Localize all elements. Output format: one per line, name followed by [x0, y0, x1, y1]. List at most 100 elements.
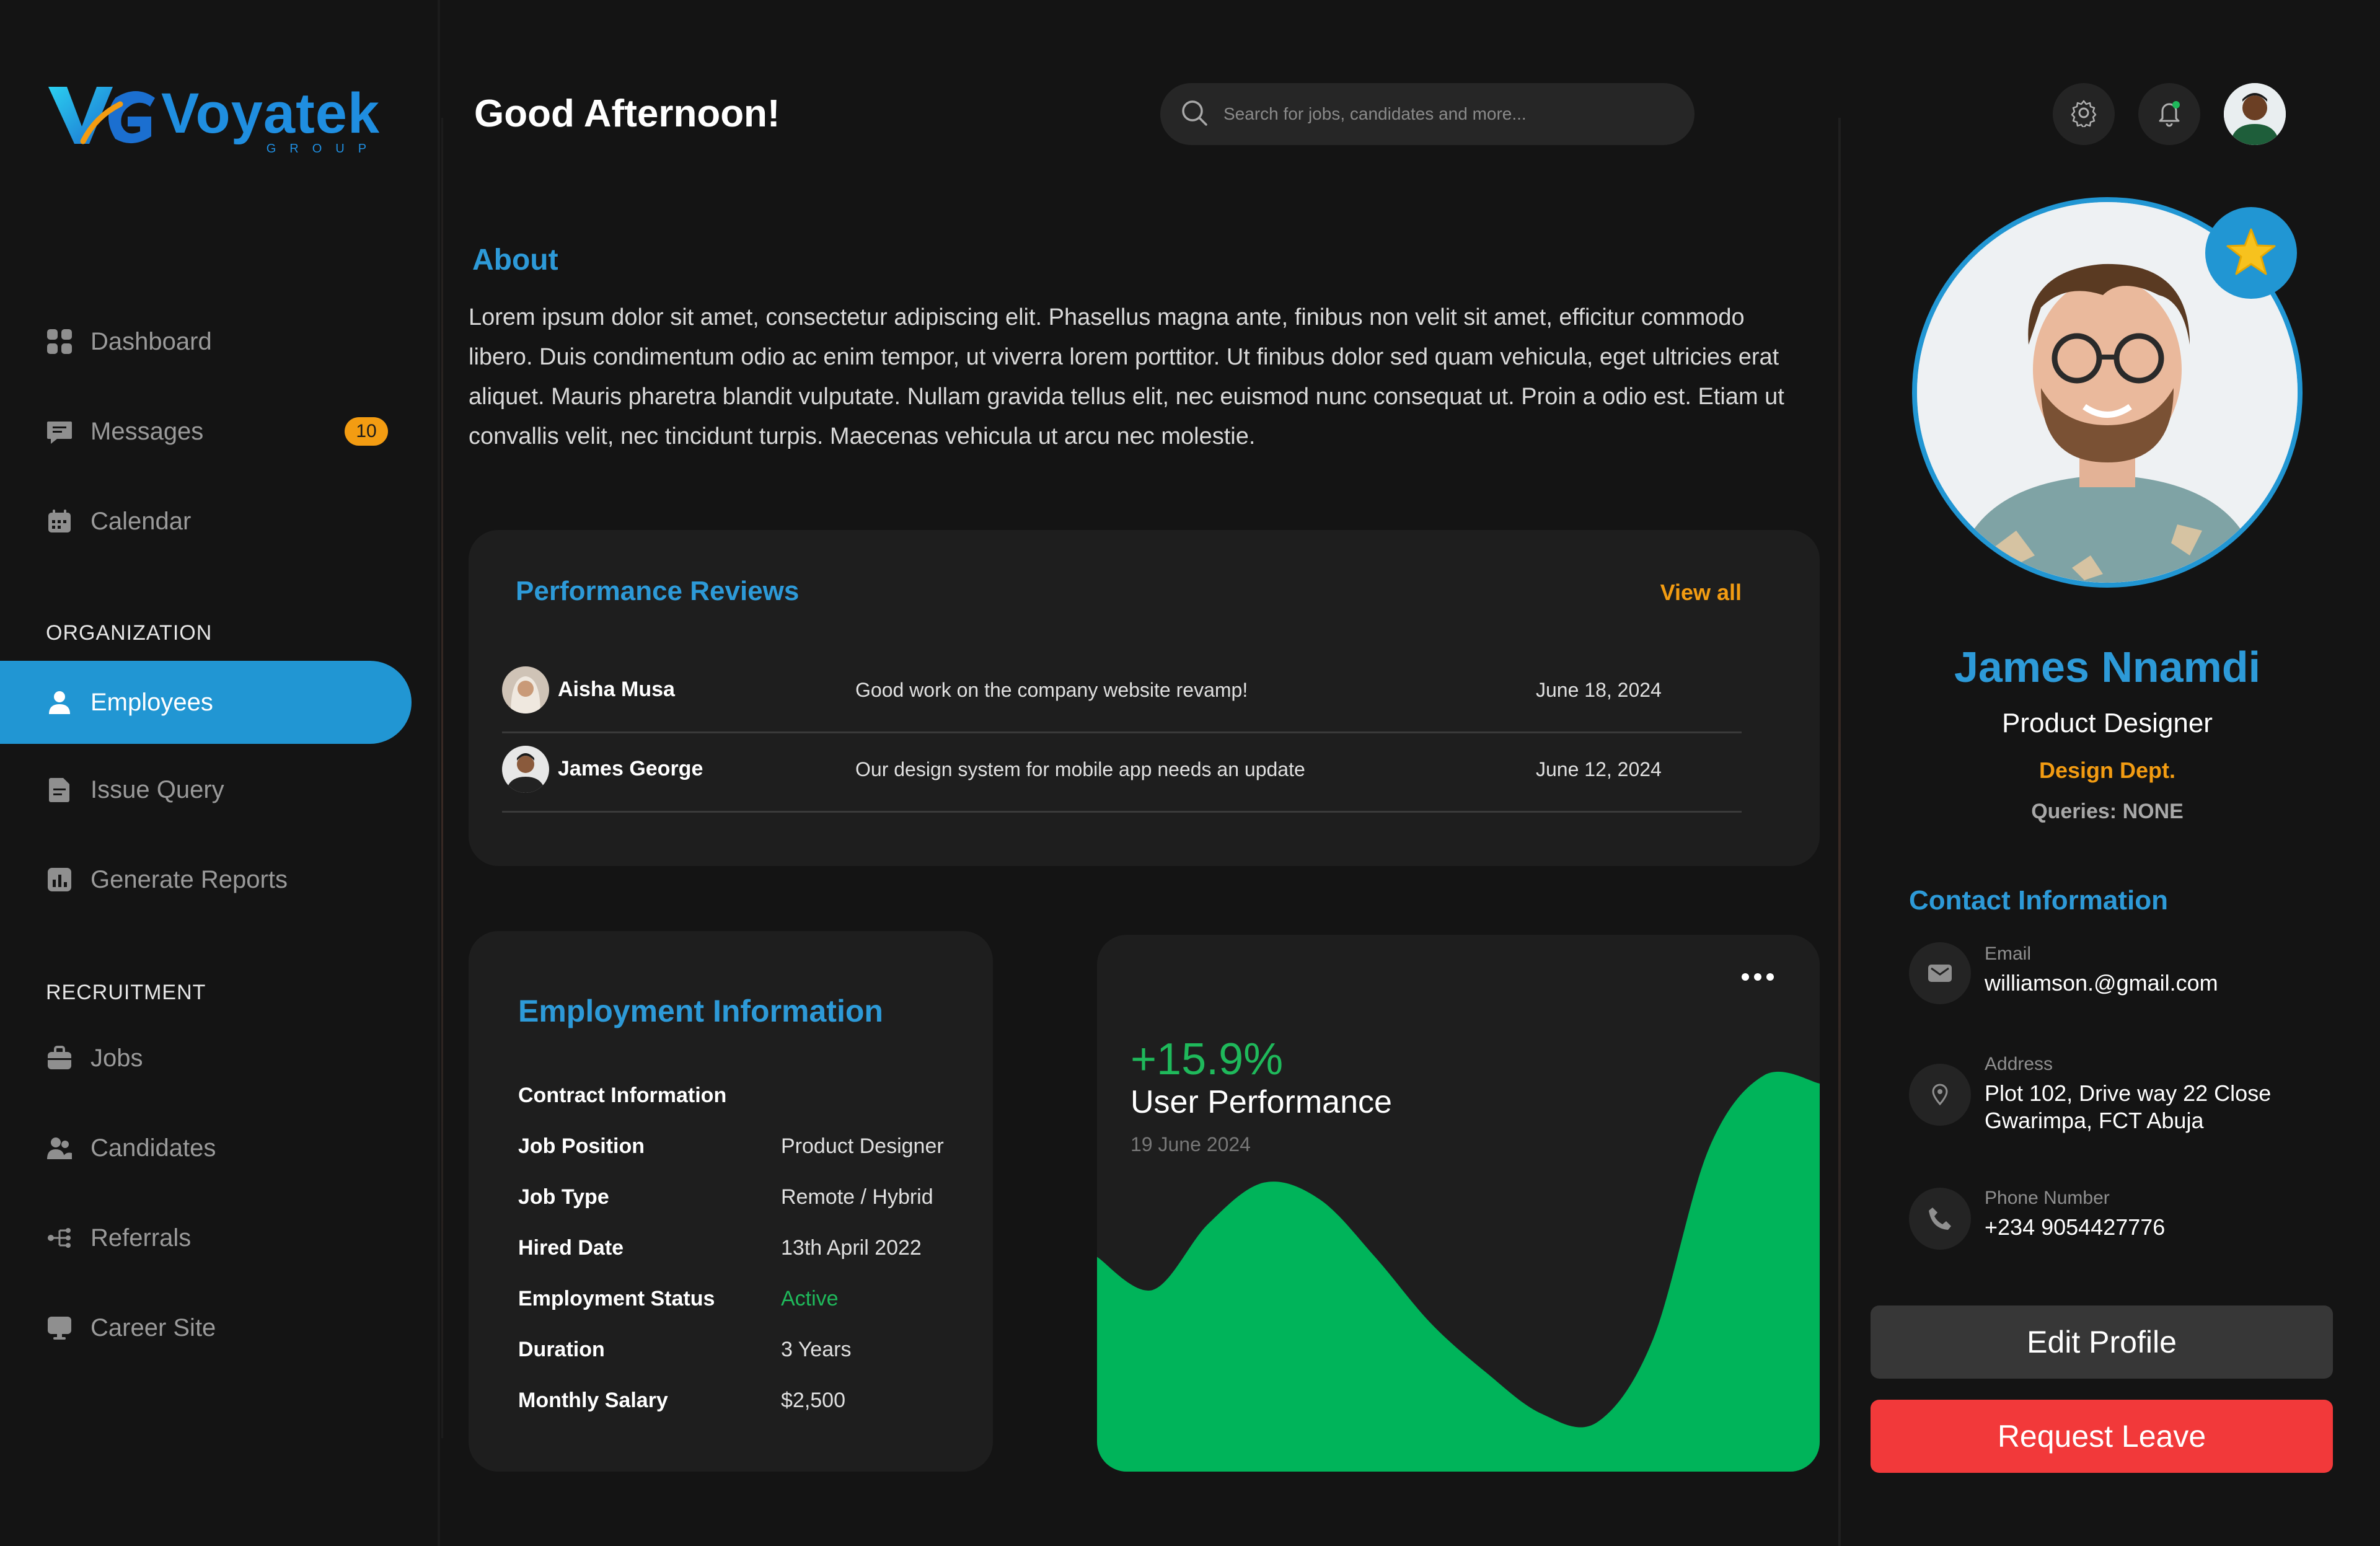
sidebar-item-generate-reports[interactable]: Generate Reports [0, 838, 412, 921]
address-line-1: Plot 102, Drive way 22 Close [1985, 1080, 2272, 1106]
employment-status-value: Active [781, 1287, 839, 1310]
phone-value[interactable]: +234 9054427776 [1985, 1214, 2166, 1240]
people-icon [46, 1134, 73, 1162]
gear-icon [2069, 99, 2098, 130]
field-value: Product Designer [781, 1134, 944, 1158]
view-all-link[interactable]: View all [1660, 580, 1742, 605]
profile-department: Design Dept. [2038, 758, 2176, 783]
messages-count-badge: 10 [345, 417, 388, 446]
performance-area-chart [1097, 1071, 1820, 1472]
notifications-button[interactable] [2138, 83, 2200, 145]
avatar [502, 746, 549, 793]
search-bar[interactable] [1160, 83, 1695, 145]
dashboard-icon [46, 328, 73, 355]
sidebar: Voyatek GROUP Dashboard Messages 10 Cale… [0, 0, 440, 1546]
field-value: Remote / Hybrid [781, 1185, 933, 1209]
location-pin-icon [1909, 1064, 1971, 1126]
avatar [502, 666, 549, 713]
briefcase-icon [46, 1045, 73, 1072]
divider [441, 118, 443, 1438]
reviewer-name: Aisha Musa [558, 678, 675, 701]
user-icon [46, 689, 73, 716]
more-options-icon[interactable] [1742, 973, 1774, 981]
sidebar-item-employees[interactable]: Employees [0, 661, 412, 744]
phone-label: Phone Number [1985, 1188, 2110, 1208]
profile-queries: Queries: NONE [2031, 800, 2184, 823]
field-label: Job Type [518, 1185, 609, 1209]
nav-heading-organization: ORGANIZATION [46, 621, 213, 645]
profile-name: James Nnamdi [1954, 643, 2261, 691]
contact-information-title: Contact Information [1909, 885, 2168, 916]
review-comment: Our design system for mobile app needs a… [855, 758, 1305, 780]
review-comment: Good work on the company website revamp! [855, 679, 1248, 701]
sidebar-item-label: Generate Reports [90, 865, 288, 893]
document-icon [46, 776, 73, 803]
email-label: Email [1985, 943, 2032, 964]
performance-date: 19 June 2024 [1130, 1133, 1251, 1155]
reviewer-name: James George [558, 757, 703, 780]
performance-reviews-card: Performance Reviews View all Aisha Musa … [469, 530, 1820, 866]
contact-address: Address Plot 102, Drive way 22 Close Gwa… [1909, 1054, 2343, 1141]
field-value: 13th April 2022 [781, 1236, 922, 1260]
sidebar-item-label: Jobs [90, 1044, 143, 1072]
settings-button[interactable] [2053, 83, 2115, 145]
field-label: Employment Status [518, 1287, 715, 1310]
search-input[interactable] [1223, 104, 1657, 124]
brand-name: Voyatek [161, 82, 381, 145]
contact-email: Email williamson.@gmail.com [1909, 942, 2343, 1010]
sidebar-item-label: Messages [90, 417, 204, 445]
sidebar-item-dashboard[interactable]: Dashboard [0, 300, 412, 383]
calendar-icon [46, 508, 73, 535]
referral-icon [46, 1224, 73, 1252]
contact-phone: Phone Number +234 9054427776 [1909, 1188, 2343, 1256]
brand-logo[interactable]: Voyatek GROUP [46, 79, 381, 156]
sidebar-item-issue-query[interactable]: Issue Query [0, 748, 412, 831]
about-title: About [472, 244, 558, 276]
mail-icon [1909, 942, 1971, 1004]
search-icon [1179, 97, 1210, 131]
monitor-icon [46, 1314, 73, 1341]
field-label: Monthly Salary [518, 1389, 668, 1412]
sidebar-item-calendar[interactable]: Calendar [0, 480, 412, 563]
field-label: Duration [518, 1338, 605, 1361]
field-label: Job Position [518, 1134, 645, 1158]
edit-profile-button[interactable]: Edit Profile [1871, 1305, 2333, 1379]
sidebar-item-candidates[interactable]: Candidates [0, 1106, 412, 1190]
star-icon [2225, 226, 2277, 281]
sidebar-item-label: Issue Query [90, 775, 224, 803]
divider [1838, 118, 1841, 1546]
field-value: $2,500 [781, 1389, 845, 1412]
sidebar-item-career-site[interactable]: Career Site [0, 1286, 412, 1369]
voyatek-logo-mark [48, 87, 155, 144]
field-value: 3 Years [781, 1338, 852, 1361]
message-icon [46, 418, 73, 445]
reviews-title: Performance Reviews [516, 576, 800, 606]
report-icon [46, 866, 73, 893]
sidebar-item-label: Candidates [90, 1134, 216, 1162]
user-avatar[interactable] [2224, 83, 2286, 145]
field-label: Hired Date [518, 1236, 624, 1260]
sidebar-item-jobs[interactable]: Jobs [0, 1017, 412, 1100]
request-leave-button[interactable]: Request Leave [1871, 1400, 2333, 1473]
sidebar-item-label: Career Site [90, 1314, 216, 1341]
address-line-2: Gwarimpa, FCT Abuja [1985, 1108, 2204, 1133]
sidebar-item-label: Calendar [90, 507, 192, 535]
employment-information-card: Employment Information Contract Informat… [469, 931, 993, 1472]
bell-icon [2155, 99, 2184, 130]
employment-title: Employment Information [518, 994, 883, 1028]
performance-label: User Performance [1130, 1084, 1392, 1120]
section-label: Contract Information [518, 1084, 727, 1107]
sidebar-item-label: Employees [90, 688, 213, 716]
review-date: June 18, 2024 [1536, 679, 1662, 701]
review-date: June 12, 2024 [1536, 758, 1662, 780]
review-row[interactable]: James George Our design system for mobil… [502, 733, 1742, 813]
sidebar-item-messages[interactable]: Messages 10 [0, 390, 412, 473]
email-value[interactable]: williamson.@gmail.com [1985, 970, 2218, 996]
user-performance-card: +15.9% User Performance 19 June 2024 [1097, 935, 1820, 1472]
review-row[interactable]: Aisha Musa Good work on the company webs… [502, 654, 1742, 733]
page-greeting: Good Afternoon! [474, 92, 780, 135]
phone-icon [1909, 1188, 1971, 1250]
address-label: Address [1985, 1054, 2053, 1074]
star-badge [2205, 207, 2297, 299]
sidebar-item-referrals[interactable]: Referrals [0, 1196, 412, 1279]
